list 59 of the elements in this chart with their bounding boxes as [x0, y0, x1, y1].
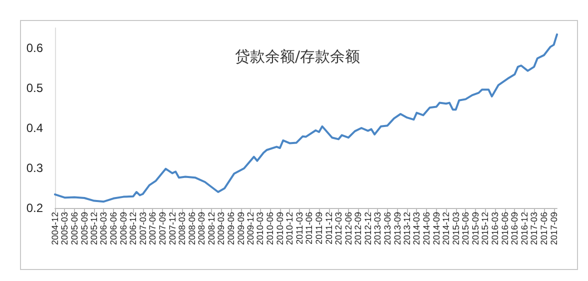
x-tick-label: 2010-03 [255, 212, 266, 246]
x-tick-label: 2009-12 [246, 212, 256, 246]
x-tick-label: 2014-06 [422, 212, 432, 246]
x-tick-label: 2011-12 [324, 212, 334, 244]
x-tick-label: 2010-06 [265, 212, 276, 246]
x-tick-label: 2017-03 [529, 212, 540, 246]
x-tick-label: 2007-09 [158, 212, 168, 246]
text: 贷款余额/存款余额 [235, 48, 360, 66]
x-tick-label: 2015-12 [480, 212, 490, 246]
x-tick-label: 2009-09 [236, 212, 246, 246]
x-tick-label: 2017-09 [548, 212, 559, 246]
y-tick-label: 0.6 [26, 41, 44, 55]
x-tick-label: 2008-06 [186, 212, 197, 246]
y-tick-label: 0.4 [26, 121, 44, 135]
x-tick-label: 2014-03 [412, 212, 422, 246]
y-tick-label: 0.2 [26, 201, 44, 215]
x-tick-label: 2015-03 [450, 212, 461, 246]
x-tick-label: 2006-12 [128, 212, 138, 246]
x-tick-label: 2012-09 [353, 212, 364, 246]
x-tick-label: 2007-03 [138, 212, 148, 246]
x-tick-label: 2006-09 [118, 212, 128, 246]
x-tick-label: 2008-03 [177, 212, 188, 246]
x-tick-label: 2010-09 [274, 212, 285, 246]
x-tick-label: 2016-12 [519, 212, 530, 246]
x-tick-label: 2013-06 [382, 212, 392, 246]
x-tick-label: 2014-12 [441, 212, 452, 246]
x-tick-label: 2005-06 [69, 212, 80, 246]
x-tick-label: 2011-03 [294, 212, 304, 244]
x-tick-label: 2014-09 [431, 212, 442, 246]
x-tick-label: 2015-09 [470, 212, 480, 246]
x-tick-label: 2013-12 [402, 212, 412, 246]
x-tick-label: 2009-03 [216, 212, 226, 246]
x-tick-label: 2007-06 [148, 212, 158, 246]
x-tick-label: 2005-09 [79, 212, 90, 246]
x-tick-label: 2006-06 [108, 212, 119, 246]
x-tick-label: 2012-12 [362, 212, 373, 246]
x-tick-label: 2007-12 [167, 212, 178, 246]
x-tick-label: 2010-12 [284, 212, 295, 246]
x-tick-label: 2009-06 [226, 212, 236, 246]
line-series [54, 33, 558, 203]
x-tick-label: 2011-09 [314, 212, 324, 244]
y-tick-label: 0.3 [26, 161, 44, 175]
x-tick-label: 2016-06 [500, 212, 510, 246]
x-tick-label: 2017-06 [538, 212, 549, 246]
x-tick-label: 2008-09 [196, 212, 207, 246]
x-tick-label: 2016-09 [510, 212, 520, 246]
x-tick-label: 2013-03 [372, 212, 383, 246]
y-tick-label: 0.5 [26, 81, 44, 95]
x-tick-label: 2005-03 [60, 212, 70, 246]
x-tick-label: 2006-03 [98, 212, 109, 246]
x-tick-label: 2012-03 [334, 212, 344, 246]
x-tick-label: 2004-12 [50, 212, 60, 246]
x-tick-label: 2015-06 [460, 212, 471, 246]
x-tick-label: 2013-09 [392, 212, 402, 246]
x-tick-label: 2012-06 [343, 212, 354, 246]
x-tick-label: 2011-06 [304, 212, 314, 244]
x-tick-label: 2005-12 [89, 212, 100, 246]
x-tick-label: 2016-03 [490, 212, 500, 246]
x-tick-label: 2008-12 [206, 212, 216, 246]
